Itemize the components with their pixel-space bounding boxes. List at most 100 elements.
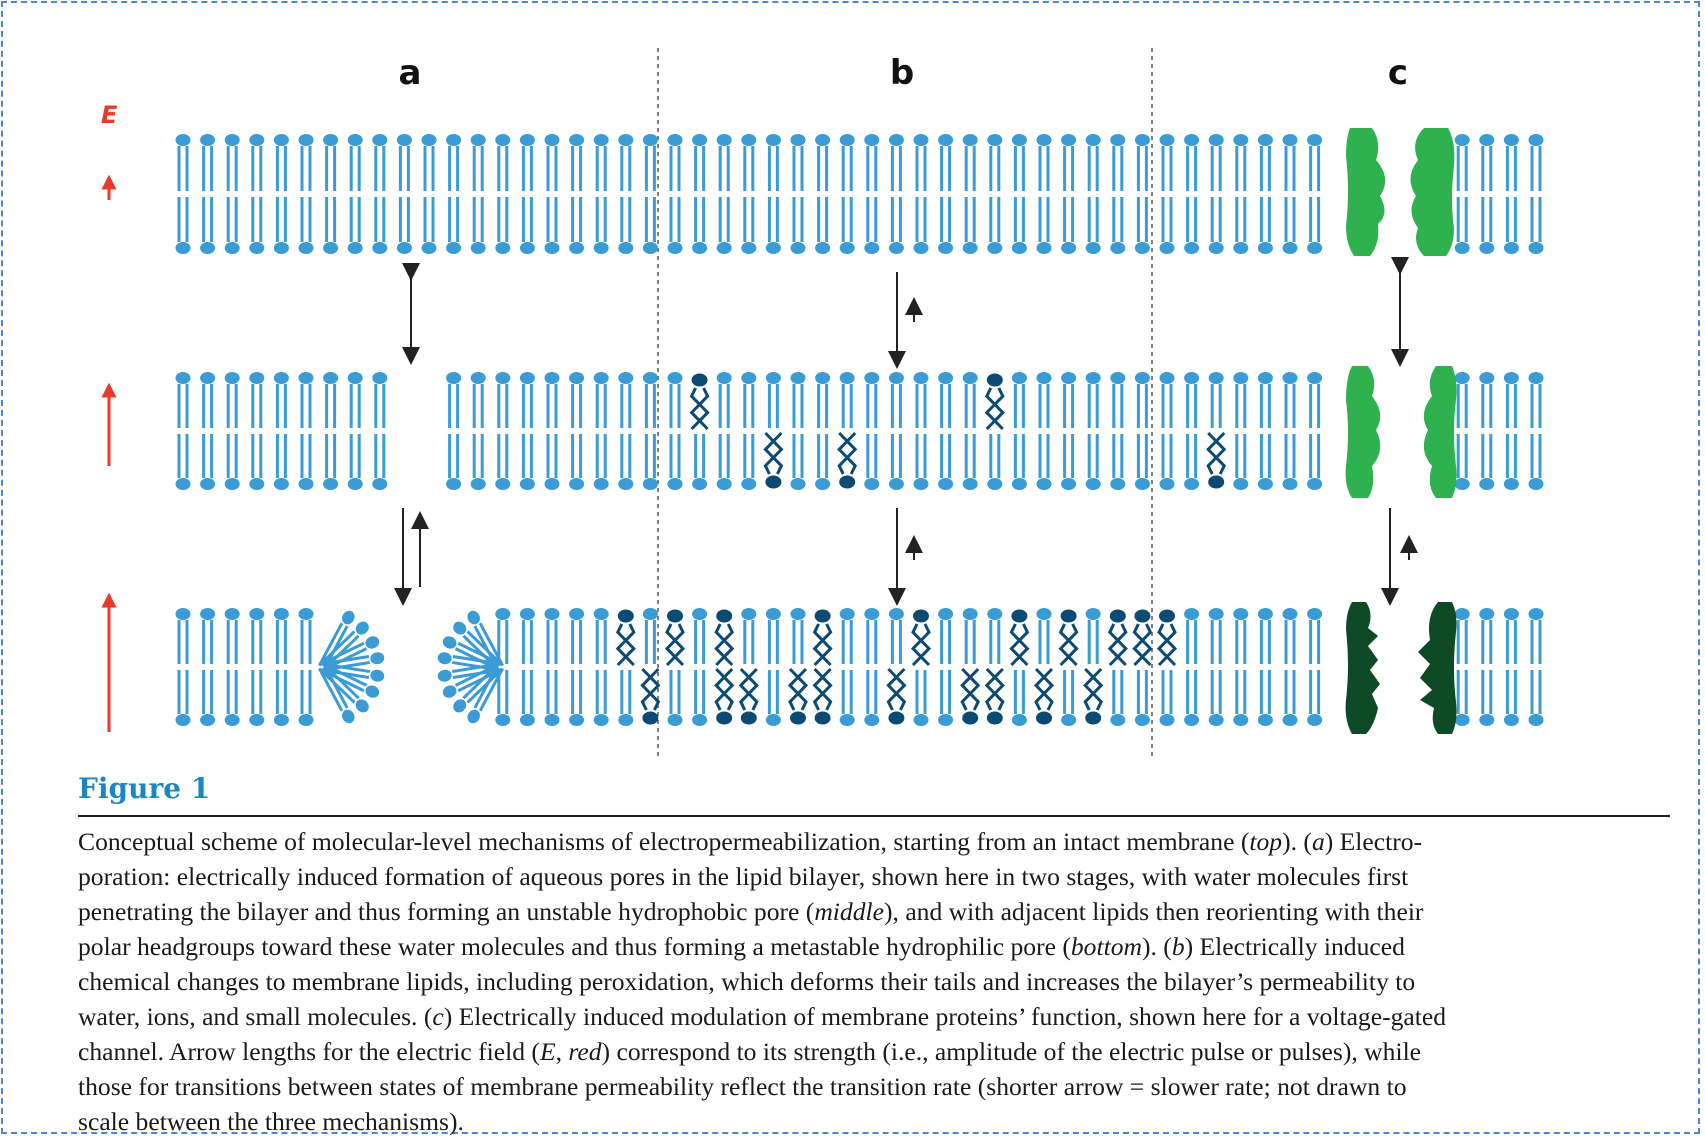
lipid bbox=[1036, 197, 1052, 254]
lipid bbox=[593, 608, 609, 664]
lipid bbox=[765, 197, 781, 254]
oxidized-lipid bbox=[1009, 609, 1030, 667]
oxidized-lipid bbox=[960, 667, 981, 725]
lipid bbox=[642, 608, 658, 664]
lipid bbox=[864, 197, 880, 254]
lipid bbox=[421, 134, 437, 191]
lipid bbox=[1479, 197, 1495, 254]
lipid bbox=[200, 608, 216, 664]
panel-label-a: a bbox=[399, 53, 422, 93]
lipid bbox=[839, 670, 855, 726]
lipid bbox=[200, 197, 216, 254]
lipid bbox=[249, 197, 265, 254]
lipid bbox=[224, 434, 240, 490]
lipid bbox=[446, 372, 462, 428]
lipid bbox=[249, 372, 265, 428]
lipid bbox=[1134, 372, 1150, 428]
lipid bbox=[470, 372, 486, 428]
lipid bbox=[987, 608, 1003, 664]
lipid bbox=[765, 134, 781, 191]
lipid bbox=[864, 434, 880, 490]
lipid bbox=[495, 434, 511, 490]
lipid bbox=[1011, 372, 1027, 428]
lipid bbox=[1134, 197, 1150, 254]
lipid bbox=[618, 372, 634, 428]
lipid bbox=[519, 197, 535, 254]
lipid bbox=[1085, 134, 1101, 191]
oxidized-lipid bbox=[812, 667, 833, 725]
lipid bbox=[1184, 434, 1200, 490]
lipid bbox=[544, 134, 560, 191]
lipid bbox=[1208, 197, 1224, 254]
lipid bbox=[692, 670, 708, 726]
lipid bbox=[765, 670, 781, 726]
lipid bbox=[1184, 134, 1200, 191]
caption-line: chemical changes to membrane lipids, inc… bbox=[78, 967, 1416, 996]
lipid bbox=[1528, 197, 1544, 254]
figure-caption: Conceptual scheme of molecular-level mec… bbox=[78, 824, 1670, 1139]
oxidized-lipid bbox=[910, 609, 932, 667]
oxidized-lipid bbox=[812, 609, 833, 667]
oxidized-lipid bbox=[664, 609, 686, 667]
lipid bbox=[249, 434, 265, 490]
lipid bbox=[1503, 134, 1519, 191]
lipid bbox=[1233, 197, 1249, 254]
lipid bbox=[593, 372, 609, 428]
lipid bbox=[372, 197, 388, 254]
lipid bbox=[864, 608, 880, 664]
lipid bbox=[1085, 197, 1101, 254]
lipid bbox=[495, 134, 511, 191]
lipid bbox=[1184, 197, 1200, 254]
oxidized-lipid bbox=[837, 431, 858, 489]
lipid bbox=[790, 372, 806, 428]
oxidized-lipid bbox=[886, 667, 907, 725]
lipid bbox=[1503, 608, 1519, 664]
lipid bbox=[519, 608, 535, 664]
lipid bbox=[1134, 434, 1150, 490]
lipid bbox=[323, 197, 339, 254]
lipid bbox=[1061, 670, 1077, 726]
lipid bbox=[569, 372, 585, 428]
lipid bbox=[741, 197, 757, 254]
lipid bbox=[741, 608, 757, 664]
lipid bbox=[962, 608, 978, 664]
lipid bbox=[470, 134, 486, 191]
lipid bbox=[888, 134, 904, 191]
lipid bbox=[864, 134, 880, 191]
lipid bbox=[1233, 434, 1249, 490]
lipid bbox=[1503, 670, 1519, 726]
lipid bbox=[1528, 434, 1544, 490]
lipid bbox=[815, 434, 831, 490]
caption-rule bbox=[78, 815, 1670, 817]
lipid bbox=[1159, 197, 1175, 254]
lipid bbox=[1036, 134, 1052, 191]
lipid bbox=[1257, 434, 1273, 490]
lipid bbox=[765, 372, 781, 428]
lipid bbox=[667, 670, 683, 726]
lipid bbox=[1282, 372, 1298, 428]
lipid bbox=[200, 434, 216, 490]
lipid bbox=[1528, 670, 1544, 726]
lipid bbox=[692, 197, 708, 254]
lipid bbox=[1110, 434, 1126, 490]
lipid bbox=[913, 134, 929, 191]
pore-lipid bbox=[318, 610, 355, 670]
lipid bbox=[987, 434, 1003, 490]
lipid bbox=[495, 372, 511, 428]
lipid bbox=[519, 670, 535, 726]
lipid bbox=[692, 608, 708, 664]
lipid bbox=[1184, 608, 1200, 664]
lipid bbox=[1307, 434, 1323, 490]
lipid bbox=[1307, 372, 1323, 428]
lipid bbox=[593, 197, 609, 254]
lipid bbox=[1528, 372, 1544, 428]
oxidized-lipid bbox=[738, 667, 759, 725]
lipid bbox=[839, 197, 855, 254]
lipid bbox=[544, 608, 560, 664]
channel-inactivated-right bbox=[1418, 602, 1457, 734]
lipid bbox=[1528, 608, 1544, 664]
lipid bbox=[1257, 670, 1273, 726]
lipid bbox=[667, 134, 683, 191]
lipid bbox=[888, 434, 904, 490]
lipid bbox=[273, 372, 289, 428]
